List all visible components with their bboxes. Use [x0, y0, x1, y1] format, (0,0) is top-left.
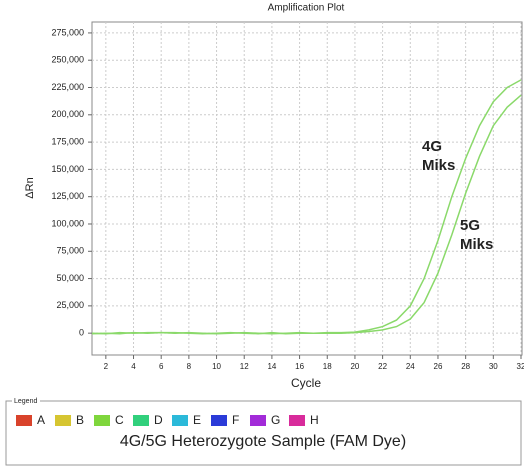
y-tick-label: 200,000: [51, 109, 84, 119]
y-tick-label: 275,000: [51, 27, 84, 37]
legend-swatch: [94, 415, 110, 426]
legend-swatch: [289, 415, 305, 426]
y-tick-label: 0: [79, 328, 84, 338]
legend-box: [5, 400, 522, 466]
plot-area: [91, 21, 523, 356]
amplification-curve: [91, 94, 522, 335]
x-tick-label: 16: [295, 362, 304, 371]
x-tick-label: 18: [323, 362, 332, 371]
y-tick-label: 100,000: [51, 218, 84, 228]
annotation: 5G: [460, 217, 480, 234]
y-axis-label: ΔRn: [24, 177, 36, 198]
x-tick-label: 20: [350, 362, 359, 371]
legend-caption: 4G/5G Heterozygote Sample (FAM Dye): [120, 433, 406, 450]
x-tick-label: 30: [489, 362, 498, 371]
x-tick-label: 14: [267, 362, 276, 371]
legend-title: Legend: [14, 398, 37, 405]
x-tick-label: 12: [240, 362, 249, 371]
y-tick-label: 250,000: [51, 55, 84, 65]
legend-label: C: [115, 413, 124, 427]
y-tick-label: 50,000: [56, 273, 84, 283]
x-tick-label: 8: [187, 362, 192, 371]
x-tick-label: 28: [461, 362, 470, 371]
legend-label: H: [310, 413, 319, 427]
x-tick-label: 32: [517, 362, 524, 371]
x-tick-label: 6: [159, 362, 164, 371]
y-tick-label: 75,000: [56, 246, 84, 256]
legend-label: F: [232, 413, 239, 427]
legend-swatch: [55, 415, 71, 426]
legend-swatch: [172, 415, 188, 426]
x-tick-label: 26: [434, 362, 443, 371]
legend-swatch: [250, 415, 266, 426]
legend-label: A: [37, 413, 45, 427]
x-axis-label: Cycle: [291, 376, 321, 390]
legend-label: D: [154, 413, 163, 427]
legend-swatch: [133, 415, 149, 426]
y-tick-label: 225,000: [51, 82, 84, 92]
chart-title: Amplification Plot: [268, 3, 345, 14]
legend-swatch: [16, 415, 32, 426]
x-tick-label: 24: [406, 362, 415, 371]
legend-label: G: [271, 413, 280, 427]
y-tick-label: 125,000: [51, 191, 84, 201]
legend-title-bg: [12, 396, 40, 405]
legend-label: E: [193, 413, 201, 427]
x-tick-label: 10: [212, 362, 221, 371]
x-tick-label: 22: [378, 362, 387, 371]
y-tick-label: 175,000: [51, 136, 84, 146]
y-tick-label: 25,000: [56, 300, 84, 310]
x-tick-label: 2: [104, 362, 109, 371]
x-tick-label: 4: [131, 362, 136, 371]
annotation: 4G: [422, 138, 442, 155]
legend-label: B: [76, 413, 84, 427]
y-tick-label: 150,000: [51, 164, 84, 174]
legend-swatch: [211, 415, 227, 426]
annotation: Miks: [422, 157, 455, 174]
annotation: Miks: [460, 236, 493, 253]
